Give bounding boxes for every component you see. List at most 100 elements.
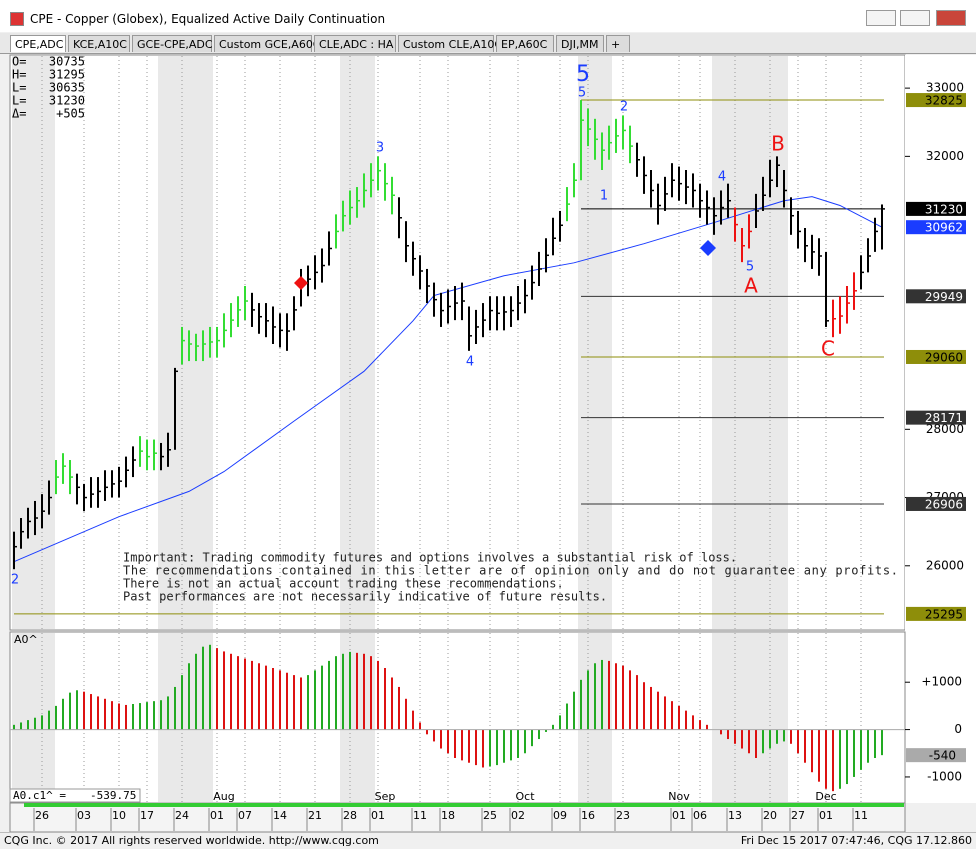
level-box (906, 93, 966, 108)
x-tick-label: 01 (371, 809, 385, 822)
y-tick-label: 0 (954, 722, 962, 736)
x-tick-label: 25 (483, 809, 497, 822)
tab[interactable]: + (606, 35, 630, 52)
month-label: Dec (815, 790, 836, 803)
tab[interactable]: DJI,MM (556, 35, 604, 52)
annotation: C (821, 337, 835, 361)
y-tick-label: 32000 (926, 149, 964, 163)
shade-band (712, 56, 788, 629)
readout-value: 31295 (49, 68, 85, 82)
x-tick-label: 21 (308, 809, 322, 822)
annotation: 4 (718, 170, 726, 185)
x-tick-label: 11 (413, 809, 427, 822)
readout-label: O= (12, 55, 26, 69)
x-tick-label: 03 (77, 809, 91, 822)
level-box (906, 201, 966, 216)
y-tick-label: 33000 (926, 81, 964, 95)
maximize-button[interactable] (900, 10, 930, 26)
x-tick-label: 13 (728, 809, 742, 822)
x-tick-label: 01 (210, 809, 224, 822)
x-tick-label: 14 (273, 809, 287, 822)
readout-value: 30635 (49, 81, 85, 95)
level-box (906, 496, 966, 511)
date-axis-panel (9, 802, 906, 833)
status-right: Fri Dec 15 2017 07:47:46, CQG 17.12.860 (740, 834, 972, 847)
level-box (906, 349, 966, 364)
value-readout-bg (9, 788, 141, 803)
window-title: CPE - Copper (Globex), Equalized Active … (30, 12, 386, 26)
session-strip (24, 803, 344, 807)
level-label: 25295 (925, 607, 963, 621)
annotation: 2 (11, 573, 19, 588)
current-value-label: -540 (929, 749, 956, 763)
annotation: 5 (578, 86, 586, 101)
readout-label: L= (12, 94, 26, 108)
x-tick-label: 07 (238, 809, 252, 822)
x-tick-label: 26 (35, 809, 49, 822)
readout-value: 31230 (49, 94, 85, 108)
level-label: 26906 (925, 497, 963, 511)
level-label: 31230 (925, 202, 963, 216)
annotation: 5 (746, 260, 754, 275)
level-box (906, 410, 966, 425)
level-label: 30962 (925, 221, 963, 235)
oscillator-title: A0^ (14, 633, 38, 646)
y-tick-label: 28000 (926, 422, 964, 436)
shade-band (340, 56, 375, 629)
shade-band (158, 633, 213, 802)
close-button[interactable] (936, 10, 966, 26)
level-box (906, 220, 966, 235)
x-tick-label: 23 (616, 809, 630, 822)
annotation: 3 (376, 141, 384, 156)
disclaimer-line: Important: Trading commodity futures and… (123, 551, 737, 565)
x-tick-label: 01 (672, 809, 686, 822)
tab[interactable]: CLE,ADC : HA (314, 35, 396, 52)
current-value-box (906, 748, 966, 763)
value-readout-title: A0.c1^ = (13, 789, 66, 802)
x-tick-label: 18 (441, 809, 455, 822)
tab[interactable]: CPE,ADC (10, 35, 66, 52)
readout-value: 30735 (49, 55, 85, 69)
x-tick-label: 27 (791, 809, 805, 822)
readout-value: +505 (56, 107, 85, 121)
readout-label: Δ= (12, 107, 26, 121)
readout-label: L= (12, 81, 26, 95)
disclaimer-line: Past performances are not necessarily in… (123, 590, 607, 604)
readout-label: H= (12, 68, 26, 82)
disclaimer-line: The recommendations contained in this le… (123, 564, 898, 578)
month-label: Aug (213, 790, 234, 803)
tab[interactable]: EP,A60C (496, 35, 554, 52)
x-tick-label: 20 (763, 809, 777, 822)
session-strip (344, 803, 904, 807)
level-box (906, 289, 966, 304)
minimize-button[interactable] (866, 10, 896, 26)
month-label: Oct (515, 790, 535, 803)
x-tick-label: 11 (854, 809, 868, 822)
x-tick-label: 28 (343, 809, 357, 822)
tab[interactable]: Custom GCE,A60C (214, 35, 321, 52)
month-label: Sep (375, 790, 396, 803)
annotation: 5 (576, 62, 590, 87)
annotation: 4 (466, 355, 474, 370)
tab[interactable]: GCE-CPE,ADC (132, 35, 213, 52)
x-tick-label: 24 (175, 809, 189, 822)
value-readout: -539.75 (90, 789, 136, 802)
x-tick-label: 17 (140, 809, 154, 822)
tab-bar: CPE,ADC KCE,A10C GCE-CPE,ADC Custom GCE,A60… (0, 33, 976, 54)
tab[interactable]: KCE,A10C (68, 35, 130, 52)
level-label: 32825 (925, 94, 963, 108)
x-tick-label: 09 (553, 809, 567, 822)
annotation: A (744, 274, 758, 298)
status-left: CQG Inc. © 2017 All rights reserved worl… (4, 834, 379, 847)
month-label: Nov (668, 790, 690, 803)
tab[interactable]: Custom CLE,A10C (398, 35, 502, 52)
level-label: 29060 (925, 350, 963, 364)
app-icon (10, 12, 24, 26)
y-tick-label: 26000 (926, 558, 964, 572)
x-tick-label: 10 (112, 809, 126, 822)
annotation: B (771, 132, 785, 156)
shade-band (712, 633, 788, 802)
marker (700, 240, 716, 256)
